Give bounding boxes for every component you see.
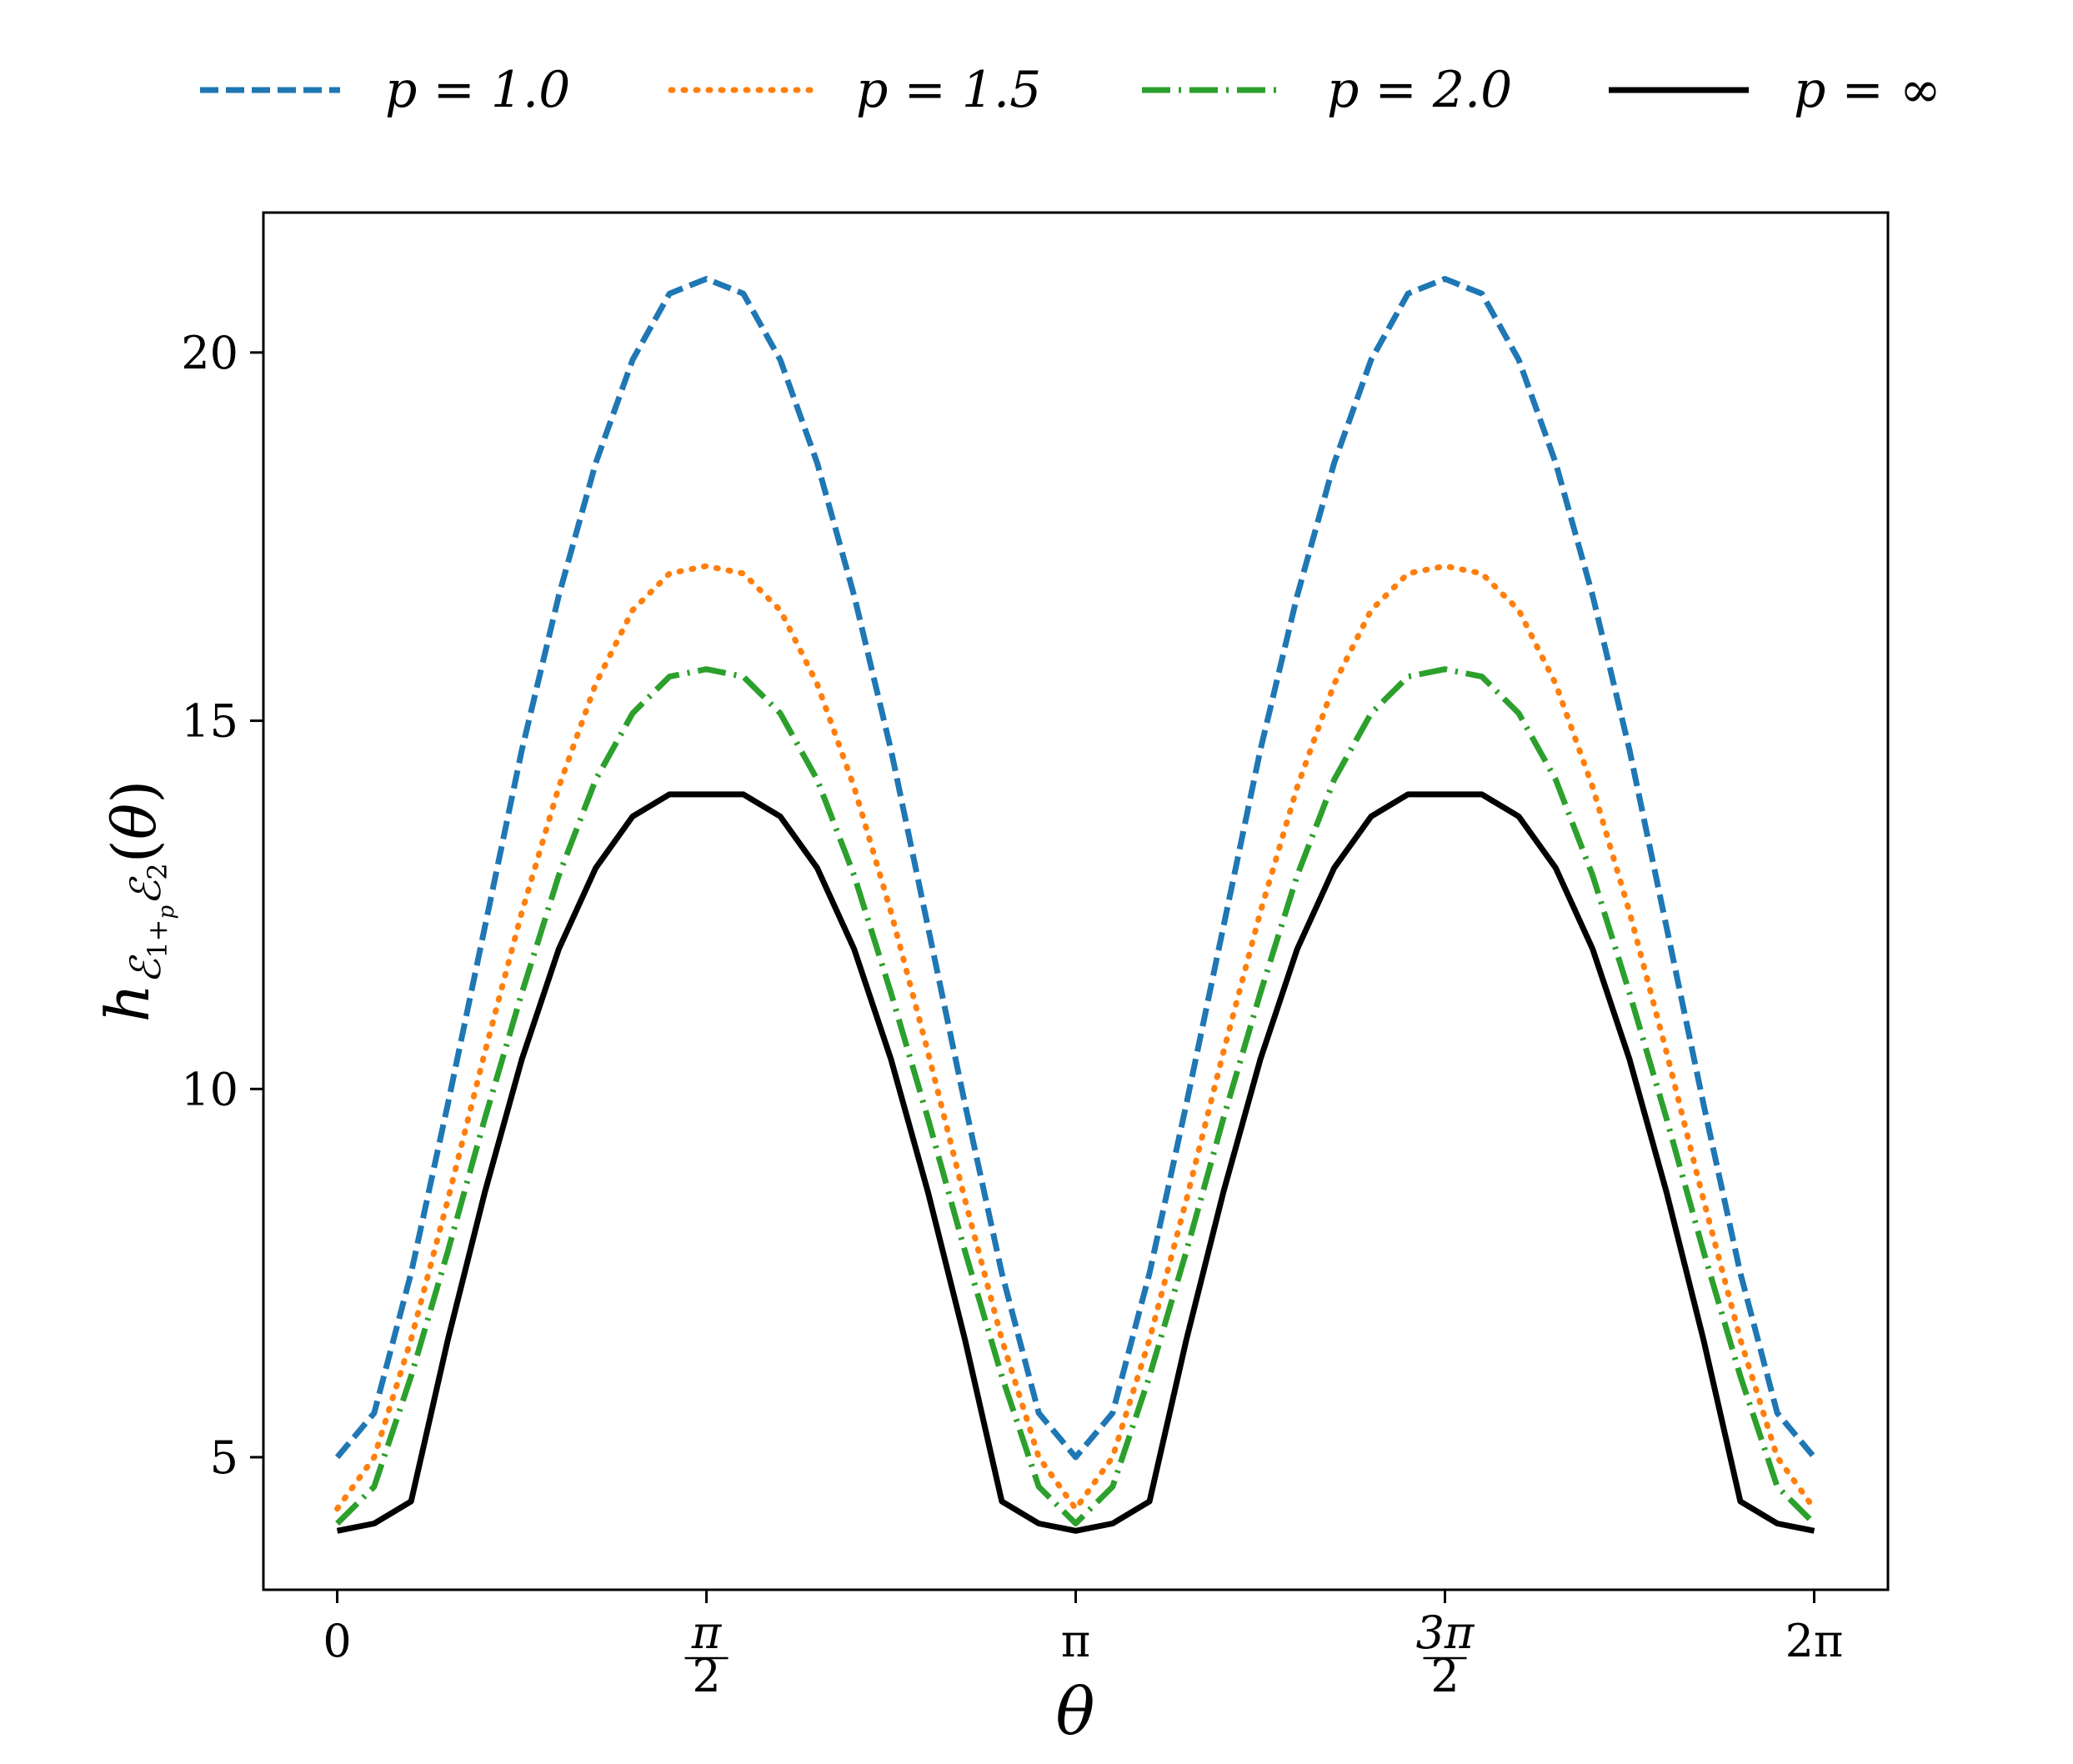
- series-line-1: [334, 276, 1817, 1461]
- legend-entry-1: p = 1.0: [200, 61, 570, 119]
- legend-label: p = 2.0: [1327, 61, 1512, 119]
- svg-text:3π: 3π: [1416, 1606, 1475, 1659]
- legend-label: p = 1.5: [856, 61, 1041, 119]
- y-tick-label-3: 15: [181, 695, 238, 748]
- x-axis-title: θ: [1056, 1675, 1095, 1750]
- y-axis: 5 10 15 20: [181, 327, 263, 1484]
- x-tick-label-2: π2: [684, 1606, 729, 1702]
- legend-entry-4: p = ∞: [1609, 61, 1941, 119]
- legend-entry-3: p = 2.0: [1142, 61, 1512, 119]
- series-line-2: [334, 563, 1817, 1512]
- series-layer: [334, 276, 1817, 1534]
- legend-label: p = 1.0: [385, 61, 570, 119]
- svg-text:hℰ1+pℰ2(θ): hℰ1+pℰ2(θ): [93, 780, 179, 1023]
- x-tick-label-1: 0: [323, 1615, 351, 1667]
- legend-entry-2: p = 1.5: [668, 61, 1041, 119]
- series-line-4: [336, 791, 1815, 1534]
- x-tick-label-5: 2π: [1785, 1615, 1844, 1667]
- y-axis-title: hℰ1+pℰ2(θ): [93, 780, 179, 1023]
- series-line-3: [335, 666, 1816, 1526]
- svg-text:2: 2: [692, 1650, 720, 1702]
- x-tick-label-4: 3π2: [1416, 1606, 1475, 1702]
- svg-text:π: π: [691, 1606, 723, 1659]
- y-tick-label-1: 5: [210, 1431, 238, 1484]
- legend: p = 1.0 p = 1.5 p = 2.0 p = ∞: [200, 61, 1941, 119]
- svg-text:2: 2: [1430, 1650, 1459, 1702]
- x-tick-label-3: π: [1061, 1615, 1091, 1667]
- legend-label: p = ∞: [1794, 61, 1941, 119]
- y-tick-label-2: 10: [181, 1063, 238, 1115]
- y-tick-label-4: 20: [181, 327, 238, 379]
